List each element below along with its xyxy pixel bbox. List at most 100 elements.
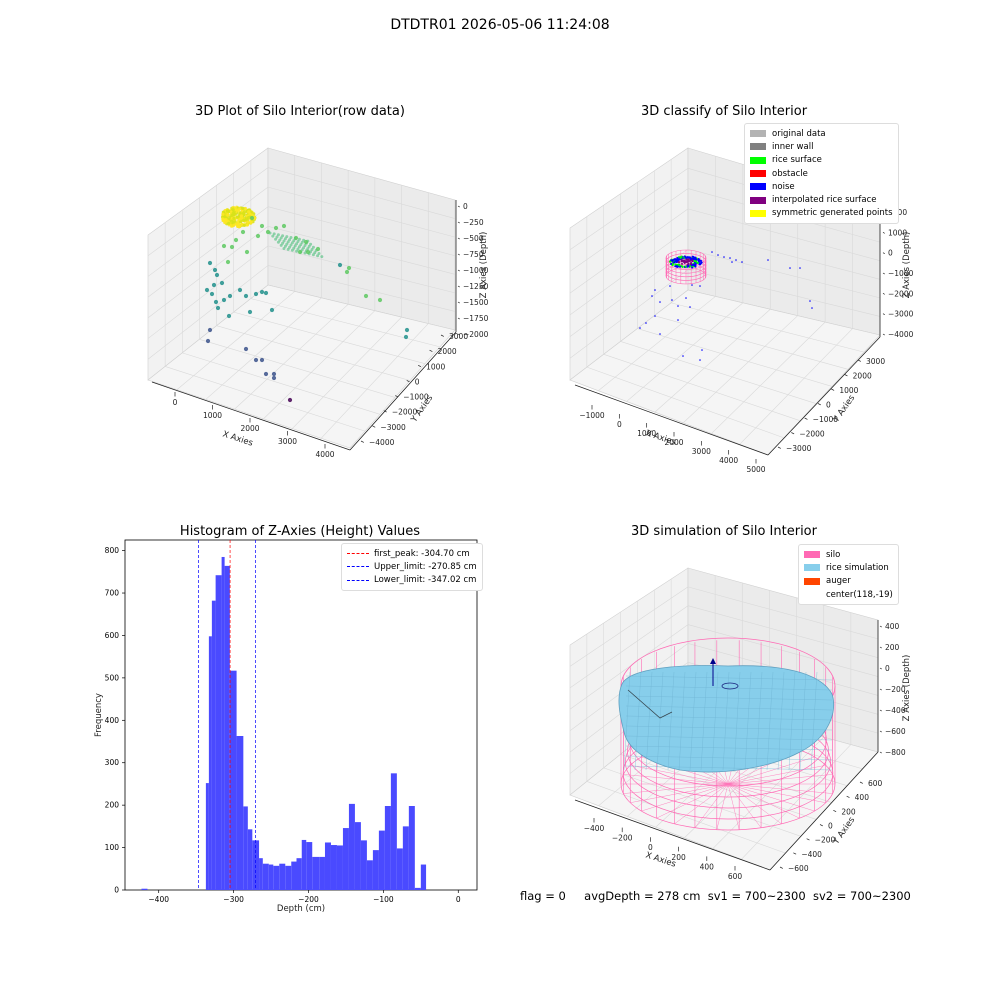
plot1-point bbox=[255, 233, 261, 239]
plot4-y-tick-label: −600 bbox=[788, 864, 809, 873]
plot2-z-tick-label: −1000 bbox=[888, 269, 914, 278]
plot1-point bbox=[231, 211, 235, 215]
plot1-point bbox=[211, 282, 217, 288]
histogram-bar bbox=[384, 806, 391, 890]
histogram-bar bbox=[208, 636, 212, 890]
plot2-y-tick-label: −2000 bbox=[799, 430, 825, 439]
plot1-point bbox=[209, 291, 215, 297]
plot1-point bbox=[221, 243, 227, 249]
plot2-noise-point bbox=[717, 254, 719, 256]
plot1-z-tick bbox=[457, 253, 460, 256]
legend-item: symmetric generated points bbox=[750, 207, 893, 220]
plot1-point bbox=[290, 241, 294, 245]
plot1-y-tick-label: −1000 bbox=[403, 393, 429, 402]
plot3-xlabel: Depth (cm) bbox=[277, 904, 325, 914]
plot1-point bbox=[282, 239, 286, 243]
plot2-x-tick-label: 2000 bbox=[664, 438, 683, 447]
plot3-y-tick-label: 200 bbox=[105, 801, 120, 810]
plot1-point bbox=[317, 252, 321, 255]
plot1-x-tick-label: 4000 bbox=[315, 450, 334, 459]
silo-floor-line bbox=[630, 783, 729, 803]
plot2-z-tick-label: 0 bbox=[888, 249, 893, 258]
plot1-z-tick-label: −1000 bbox=[463, 266, 489, 275]
plot2-noise-point bbox=[671, 299, 673, 301]
plot1-point bbox=[281, 241, 285, 245]
plot2-noise-point bbox=[651, 295, 653, 297]
plot2-z-tick-label: −3000 bbox=[888, 310, 914, 319]
histogram-bar bbox=[336, 845, 343, 890]
histogram-bar bbox=[319, 856, 325, 890]
histogram-bar bbox=[360, 840, 367, 890]
plot1-point bbox=[253, 291, 259, 297]
legend-item: Upper_limit: -270.85 cm bbox=[347, 560, 477, 573]
plot1-z-tick bbox=[457, 205, 460, 208]
plot2-legend: original data inner wall rice surface obsta… bbox=[744, 123, 899, 225]
plot2-surface-point bbox=[687, 256, 691, 259]
plot1-z-tick-label: −1750 bbox=[463, 314, 489, 323]
plot3-y-tick-label: 600 bbox=[105, 631, 120, 640]
plot1-point bbox=[229, 244, 235, 250]
plot1-point bbox=[224, 218, 228, 222]
plot2-title: 3D classify of Silo Interior bbox=[640, 104, 808, 119]
rice-mesh-line bbox=[689, 671, 697, 771]
plot1-point bbox=[283, 237, 287, 241]
plot2-surface-point bbox=[675, 260, 678, 264]
plot4-x-tick-label: 400 bbox=[700, 862, 715, 871]
plot4-z-tick bbox=[879, 709, 882, 712]
legend-item: noise bbox=[750, 180, 893, 193]
plot2-noise-point bbox=[659, 333, 661, 335]
plot1-point bbox=[228, 215, 232, 220]
plot1-point bbox=[212, 267, 218, 273]
plot1-point bbox=[346, 265, 352, 271]
plot2-surface-point bbox=[674, 258, 677, 261]
histogram-bar bbox=[390, 773, 397, 890]
legend-label: Lower_limit: -347.02 cm bbox=[374, 575, 477, 586]
plot2-y-tick bbox=[844, 374, 848, 377]
plot2-surface-point bbox=[692, 257, 695, 260]
plot1-point bbox=[263, 290, 269, 296]
plot1-y-tick bbox=[406, 380, 410, 383]
histogram-bar bbox=[301, 839, 307, 890]
plot1-point bbox=[238, 207, 242, 211]
plot3-x-tick-label: −300 bbox=[223, 895, 244, 904]
plot4-z-tick-label: −400 bbox=[885, 706, 906, 715]
plot1-point bbox=[320, 255, 324, 259]
histogram-bar bbox=[262, 863, 269, 890]
auger-marker bbox=[710, 658, 716, 664]
plot1-point bbox=[285, 235, 289, 239]
plot1-point bbox=[293, 235, 299, 241]
plot2-noise-point bbox=[723, 256, 725, 258]
plot2-z-tick bbox=[882, 272, 885, 275]
plot4-title: 3D simulation of Silo Interior bbox=[631, 524, 817, 539]
plot1-point bbox=[303, 244, 307, 247]
plot1-point bbox=[283, 244, 287, 248]
plot2-z-tick-label: −4000 bbox=[888, 330, 914, 339]
histogram-bar bbox=[296, 858, 302, 890]
plot2-noise-point bbox=[767, 259, 769, 261]
plot2-surface-point bbox=[672, 258, 675, 262]
plot4-zlabel: Z Axies (Depth) bbox=[902, 655, 912, 722]
legend-swatch bbox=[750, 209, 766, 217]
plot1-point bbox=[221, 212, 225, 216]
plot4-y-tick-label: 400 bbox=[855, 793, 870, 802]
legend-item: first_peak: -304.70 cm bbox=[347, 547, 477, 560]
histogram-bar bbox=[420, 864, 427, 890]
histogram-bar bbox=[366, 860, 373, 890]
plot2-interp-point bbox=[681, 262, 684, 265]
plot1-point bbox=[244, 249, 250, 255]
plot1-point bbox=[296, 240, 300, 243]
plot4-x-tick-label: 200 bbox=[671, 853, 686, 862]
plot4-y-tick bbox=[819, 824, 823, 827]
plot4-z-tick-label: −800 bbox=[885, 748, 906, 757]
legend-swatch bbox=[804, 577, 820, 585]
plot1-point bbox=[363, 293, 369, 299]
plot1-axes bbox=[147, 147, 457, 451]
plot1-point bbox=[239, 214, 244, 218]
histogram-bar bbox=[236, 736, 244, 890]
plot2-surface-point bbox=[674, 265, 677, 268]
silo-floor-line bbox=[727, 774, 833, 785]
plot1-point bbox=[281, 223, 287, 229]
silo-floor-line bbox=[623, 774, 729, 785]
plot2-zlabel: Z Axies (Depth) bbox=[902, 232, 912, 299]
